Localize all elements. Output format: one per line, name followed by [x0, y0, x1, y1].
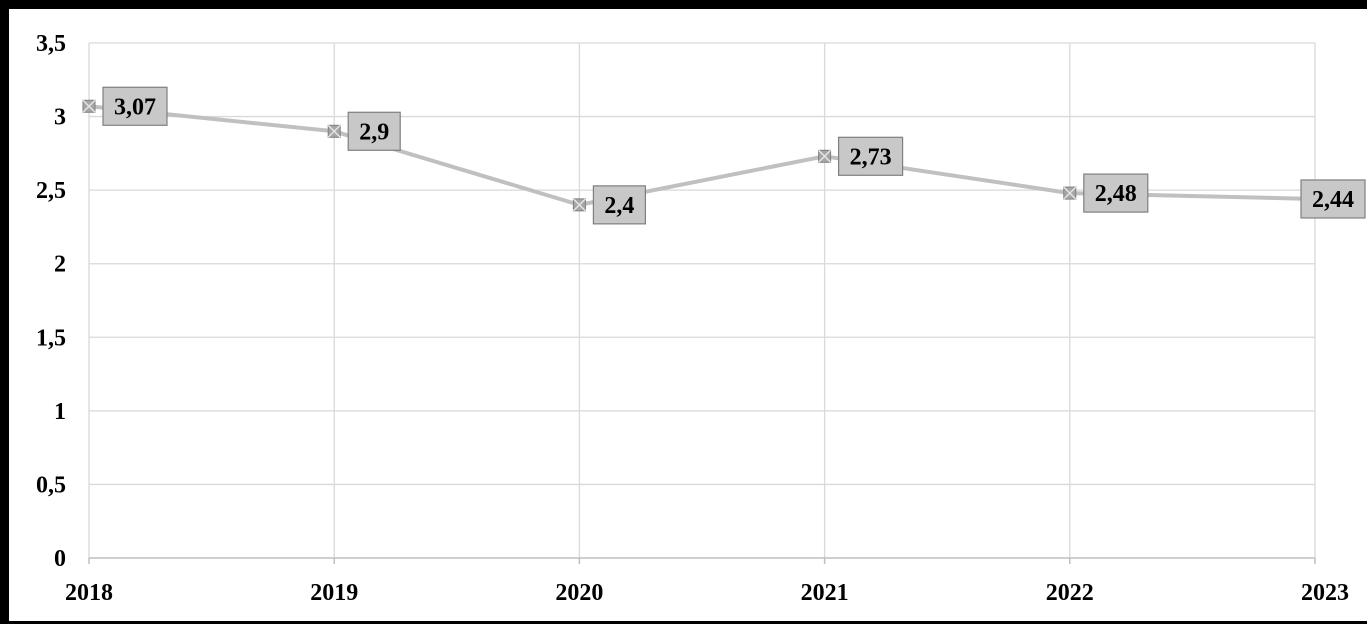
x-tick-label: 2023 [1301, 580, 1349, 606]
data-label: 3,07 [102, 86, 168, 126]
data-label-box [1083, 173, 1149, 213]
data-label-text: 3,07 [114, 94, 156, 120]
x-axis-tick-labels: 2018 2019 2020 2021 2022 2023 [65, 580, 1349, 606]
data-label-box [102, 86, 168, 126]
y-tick-label: 2,5 [36, 178, 66, 204]
y-tick-label: 3,5 [36, 31, 66, 57]
x-tick-label: 2019 [310, 580, 358, 606]
y-axis-tick-labels: 0 0,5 1 1,5 2 2,5 3 3,5 [36, 31, 66, 572]
y-tick-label: 0,5 [36, 472, 66, 498]
data-label-text: 2,73 [850, 144, 892, 170]
data-label-box [347, 111, 401, 151]
x-tick-label: 2018 [65, 580, 113, 606]
data-point-marker [1063, 186, 1077, 200]
marker-cross-b [327, 124, 341, 138]
data-label: 2,9 [347, 111, 401, 151]
marker-cross-b [572, 198, 586, 212]
data-point-marker [327, 124, 341, 138]
gridlines [88, 42, 1316, 558]
data-labels: 3,07 2,9 2,4 2,73 2,48 2,44 [102, 86, 1366, 225]
data-label-box [1300, 179, 1366, 219]
data-label-box [837, 136, 904, 176]
x-tick-label: 2021 [801, 580, 849, 606]
y-tick-label: 0 [54, 546, 66, 572]
data-label: 2,4 [592, 185, 647, 225]
data-point-marker [818, 149, 832, 163]
marker-cross-b [1063, 186, 1077, 200]
y-tick-label: 3 [54, 105, 66, 131]
x-tick-label: 2020 [555, 580, 603, 606]
data-point-marker [572, 198, 586, 212]
x-tick-label: 2022 [1046, 580, 1094, 606]
data-point-marker [82, 99, 96, 113]
data-label-text: 2,48 [1095, 181, 1137, 207]
data-label-text: 2,4 [604, 193, 634, 219]
data-label-box [592, 185, 647, 225]
data-label: 2,48 [1083, 173, 1149, 213]
axes [88, 557, 1316, 564]
data-label: 2,73 [837, 136, 904, 176]
data-label-text: 2,9 [359, 119, 389, 145]
data-label-text: 2,44 [1312, 187, 1354, 213]
y-tick-label: 1,5 [36, 325, 66, 351]
marker-cross-b [82, 99, 96, 113]
y-tick-label: 1 [54, 399, 66, 425]
marker-cross-b [818, 149, 832, 163]
data-label: 2,44 [1300, 179, 1366, 219]
y-tick-label: 2 [54, 252, 66, 278]
